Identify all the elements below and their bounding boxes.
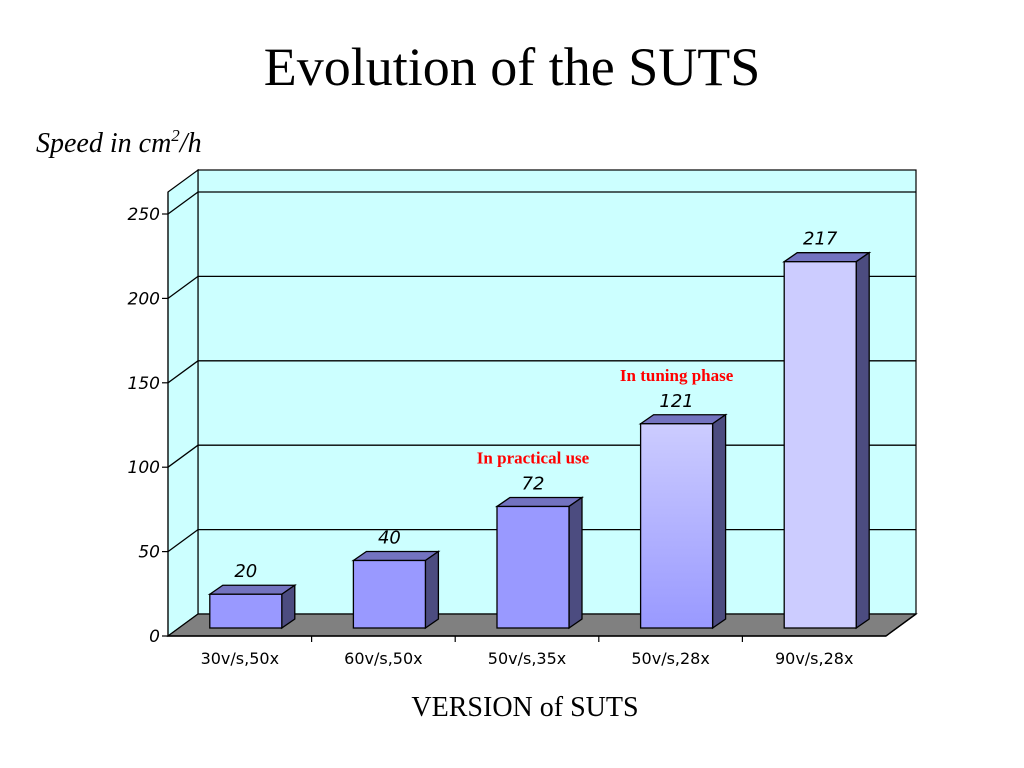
y-axis-label: Speed in cm2/h bbox=[36, 126, 202, 160]
annotation-label: In tuning phase bbox=[620, 366, 734, 385]
bar-top bbox=[494, 496, 585, 508]
floor-edge bbox=[885, 613, 917, 637]
data-label: 72 bbox=[522, 473, 545, 494]
bar-side bbox=[711, 413, 727, 630]
x-axis-label: VERSION of SUTS bbox=[411, 692, 639, 723]
bar bbox=[639, 423, 714, 629]
bar-side bbox=[568, 496, 583, 630]
bar bbox=[209, 593, 283, 629]
data-label: 40 bbox=[378, 527, 401, 548]
data-label: 20 bbox=[234, 561, 257, 582]
x-tick-label: 50v/s,35x bbox=[488, 649, 566, 668]
gridline bbox=[167, 191, 916, 215]
bar-top bbox=[782, 252, 872, 263]
annotation-label: In practical use bbox=[477, 448, 590, 467]
x-tick-label: 90v/s,28x bbox=[775, 649, 853, 668]
y-tick-label: 250 bbox=[128, 205, 160, 225]
y-tick-label: 150 bbox=[128, 374, 160, 394]
y-axis-label-superscript: 2 bbox=[171, 126, 180, 145]
y-axis-label-unit: /h bbox=[179, 128, 202, 159]
bar-top bbox=[638, 414, 728, 425]
bar bbox=[352, 559, 427, 629]
bar-top bbox=[351, 550, 441, 562]
y-tick-label: 0 bbox=[149, 627, 160, 647]
bar bbox=[783, 261, 857, 629]
gridline bbox=[167, 360, 916, 384]
plot-side-wall bbox=[167, 168, 199, 638]
gridline bbox=[167, 275, 916, 299]
bar-side bbox=[424, 550, 440, 630]
chart-title: Evolution of the SUTS bbox=[263, 37, 761, 97]
x-tick-label: 50v/s,28x bbox=[631, 649, 709, 668]
bar-top bbox=[207, 584, 297, 595]
y-tick-label: 100 bbox=[128, 458, 160, 478]
bar-side bbox=[855, 251, 870, 630]
x-tick-label: 60v/s,50x bbox=[344, 649, 422, 668]
x-tick-label: 30v/s,50x bbox=[201, 649, 279, 668]
data-label: 217 bbox=[803, 229, 838, 250]
data-label: 121 bbox=[659, 391, 693, 412]
bar bbox=[496, 505, 570, 629]
y-tick-label: 50 bbox=[138, 543, 160, 563]
y-axis-label-main: Speed in cm bbox=[36, 128, 172, 159]
y-tick-label: 200 bbox=[128, 289, 160, 309]
